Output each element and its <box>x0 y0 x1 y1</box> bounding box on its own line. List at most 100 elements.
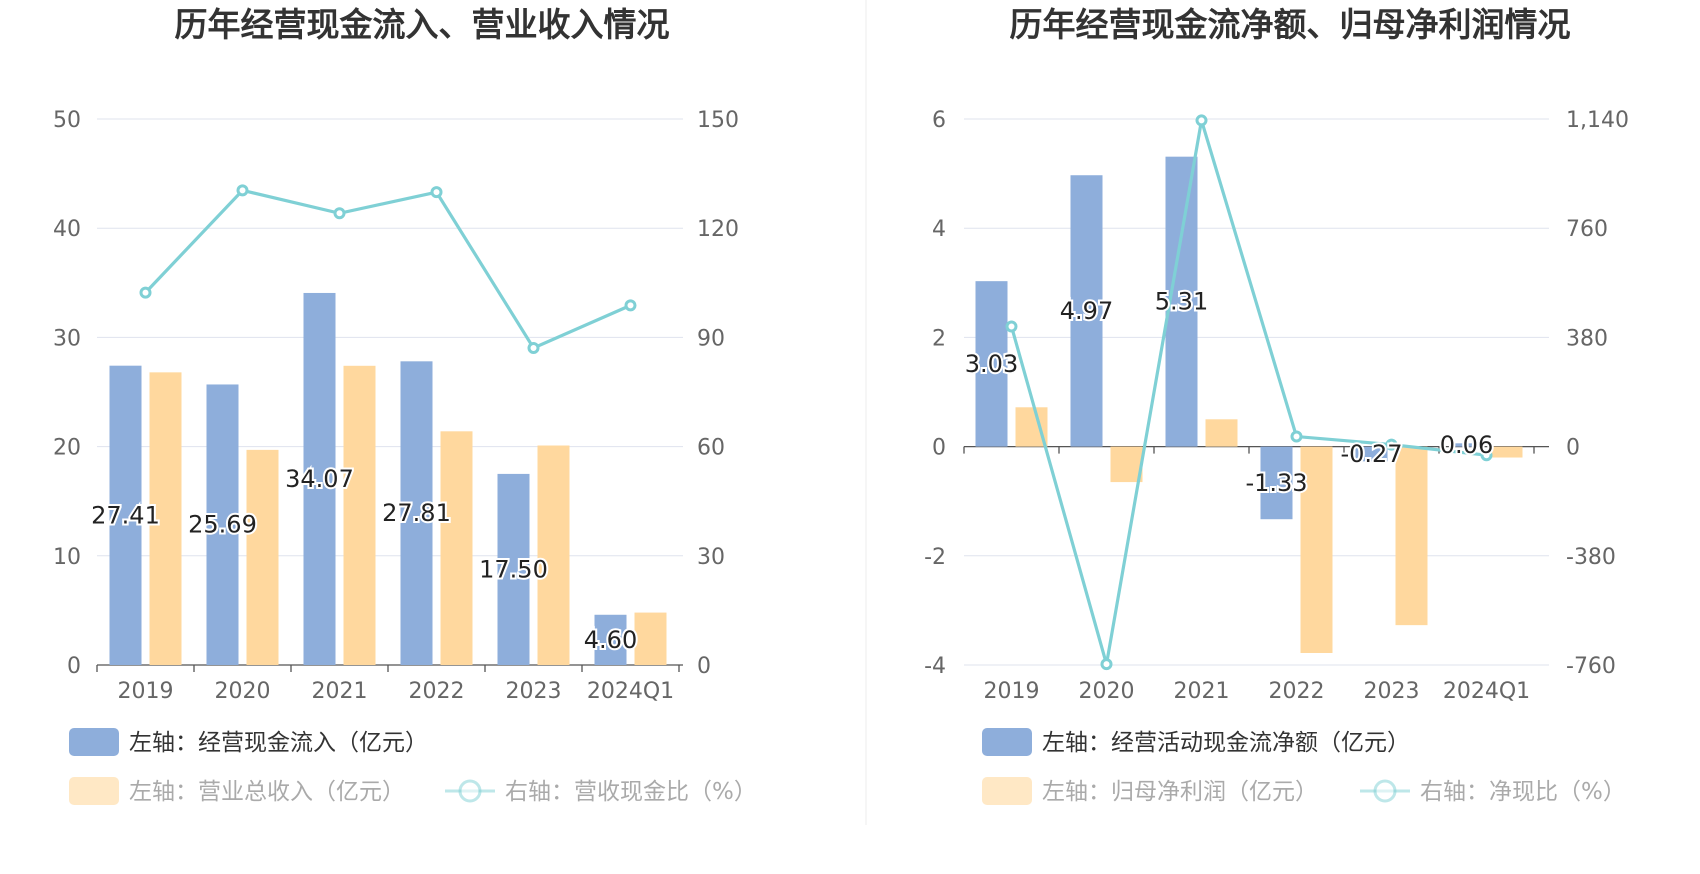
bar-series-1 <box>206 384 239 665</box>
category-label: 2022 <box>409 679 465 704</box>
legend-label: 左轴：经营现金流入（亿元） <box>129 730 428 756</box>
category-label: 2022 <box>1269 679 1325 704</box>
left-axis-tick-label: 30 <box>53 326 81 351</box>
right-axis-tick-label: -760 <box>1566 654 1616 679</box>
line-series <box>1009 119 1487 665</box>
bar-series-1 <box>1450 443 1483 447</box>
bar-series-1 <box>1260 446 1293 520</box>
line-point <box>1290 430 1303 443</box>
bar-series-1 <box>400 361 433 665</box>
line-point <box>1100 658 1113 671</box>
left-axis-tick-label: -4 <box>924 654 946 679</box>
right-axis-tick-label: 760 <box>1566 217 1608 242</box>
legend-label: 左轴：归母净利润（亿元） <box>1042 779 1318 805</box>
legend-label: 左轴：营业总收入（亿元） <box>129 779 405 805</box>
chart-title: 历年经营现金流净额、归母净利润情况 <box>1010 5 1571 44</box>
right-axis-tick-label: 30 <box>697 545 725 570</box>
bar-series-2 <box>246 449 279 665</box>
right-axis-tick-label: 380 <box>1566 326 1608 351</box>
bar-series-1 <box>303 292 336 665</box>
right-axis-tick-label: 0 <box>1566 436 1580 461</box>
bar-series-2 <box>537 445 570 665</box>
right-axis-tick-label: 150 <box>697 108 739 133</box>
right-axis-tick-label: 90 <box>697 326 725 351</box>
right-axis-tick-label: 120 <box>697 217 739 242</box>
bar-series-1 <box>975 281 1008 447</box>
right-axis-tick-label: 1,140 <box>1566 108 1629 133</box>
left-axis-tick-label: 6 <box>932 108 946 133</box>
category-label: 2019 <box>984 679 1040 704</box>
category-label: 2023 <box>1364 679 1420 704</box>
chart-right: 历年经营现金流净额、归母净利润情况 -4 -2 0 2 4 6 -760 -380 0 380 76… <box>924 5 1629 805</box>
legend-line-icon <box>458 779 482 803</box>
line-point <box>1385 438 1398 451</box>
legend-swatch <box>69 777 119 805</box>
left-axis-tick-label: 10 <box>53 545 81 570</box>
right-axis-tick-label: -380 <box>1566 545 1616 570</box>
left-axis-tick-label: 2 <box>932 326 946 351</box>
bar-series-1 <box>109 365 142 665</box>
category-label: 2023 <box>506 679 562 704</box>
bar-series-1 <box>1355 446 1388 462</box>
legend-swatch <box>982 777 1032 805</box>
category-label: 2020 <box>1079 679 1135 704</box>
data-label: 27.81 <box>382 499 451 527</box>
bar-series-2 <box>1110 446 1143 483</box>
left-axis-tick-label: -2 <box>924 545 946 570</box>
left-axis-tick-label: 20 <box>53 436 81 461</box>
category-label: 2021 <box>312 679 368 704</box>
bar-series-1 <box>594 614 627 665</box>
data-label: 25.69 <box>188 511 257 539</box>
category-label: 2024Q1 <box>587 679 674 704</box>
data-label: 4.60 <box>584 626 637 654</box>
right-axis-tick-label: 60 <box>697 436 725 461</box>
category-label: 2024Q1 <box>1443 679 1530 704</box>
left-axis-tick-label: 0 <box>67 654 81 679</box>
left-axis-tick-label: 50 <box>53 108 81 133</box>
line-point <box>430 186 443 199</box>
line-point <box>139 286 152 299</box>
left-axis-tick-label: 40 <box>53 217 81 242</box>
right-axis-tick-label: 0 <box>697 654 711 679</box>
data-label: 3.03 <box>965 350 1018 378</box>
data-label: -0.27 <box>1340 440 1402 468</box>
category-label: 2020 <box>215 679 271 704</box>
line-point <box>527 341 540 354</box>
line-point <box>1005 320 1018 333</box>
data-label: -1.33 <box>1245 469 1307 497</box>
data-label: 5.31 <box>1155 288 1208 316</box>
left-axis-tick-label: 0 <box>932 436 946 461</box>
bar-series-1 <box>1070 175 1103 447</box>
bar-series-2 <box>1490 446 1523 458</box>
legend-swatch <box>982 728 1032 756</box>
line-point <box>236 184 249 197</box>
chart-title: 历年经营现金流入、营业收入情况 <box>175 5 670 44</box>
left-axis-tick-label: 4 <box>932 217 946 242</box>
bar-series-2 <box>440 431 473 665</box>
line-point <box>624 299 637 312</box>
data-label: 17.50 <box>479 555 548 583</box>
bar-series-2 <box>1205 419 1238 447</box>
legend-label: 右轴：净现比（%） <box>1420 779 1626 805</box>
bar-series-1 <box>497 473 530 665</box>
legend-swatch <box>69 728 119 756</box>
line-point <box>333 207 346 220</box>
data-label: 34.07 <box>285 465 354 493</box>
bar-series-2 <box>1300 446 1333 653</box>
data-label: 0.06 <box>1440 431 1493 459</box>
legend-line-icon <box>1373 779 1397 803</box>
category-label: 2021 <box>1174 679 1230 704</box>
bar-series-2 <box>1395 446 1428 626</box>
data-label: 4.97 <box>1060 297 1113 325</box>
bar-series-2 <box>149 372 182 665</box>
legend-label: 左轴：经营活动现金流净额（亿元） <box>1042 730 1410 756</box>
category-label: 2019 <box>118 679 174 704</box>
chart-left: 历年经营现金流入、营业收入情况 0 10 20 30 40 50 0 30 60 90 120 150… <box>53 5 757 805</box>
line-series <box>144 188 632 350</box>
line-point <box>1480 449 1493 462</box>
data-label: 27.41 <box>91 501 160 529</box>
bar-series-2 <box>343 365 376 665</box>
line-point <box>1195 114 1208 127</box>
legend-label: 右轴：营收现金比（%） <box>505 779 757 805</box>
